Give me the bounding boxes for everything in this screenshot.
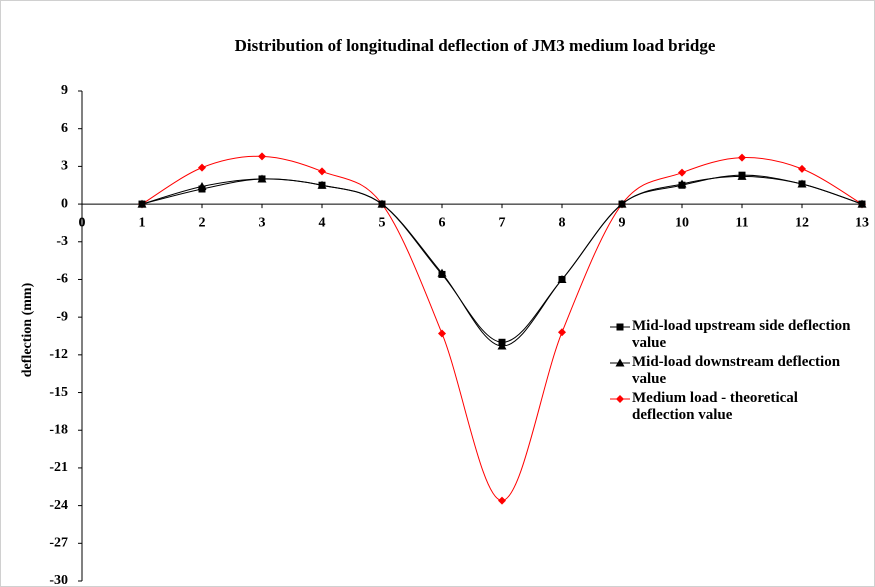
- y-tick-label: 6: [61, 121, 68, 136]
- legend-entry: Mid-load upstream side deflection value: [608, 318, 858, 352]
- legend-entry: Medium load - theoretical deflection val…: [608, 390, 858, 424]
- legend-swatch: [610, 323, 630, 331]
- marker: [498, 338, 506, 346]
- x-tick-label: 7: [499, 215, 506, 230]
- x-tick-label: 11: [735, 215, 748, 230]
- y-axis-label: deflection (mm): [20, 282, 35, 377]
- marker: [318, 167, 326, 176]
- marker: [738, 153, 746, 162]
- y-tick-label: -3: [56, 234, 68, 249]
- x-tick-label: 10: [675, 215, 689, 230]
- x-tick-label: 6: [439, 215, 446, 230]
- marker: [138, 200, 146, 208]
- legend-label: Medium load - theoretical deflection val…: [632, 390, 798, 423]
- marker: [438, 329, 446, 338]
- x-tick-label: 4: [319, 215, 326, 230]
- y-tick-label: -15: [49, 385, 68, 400]
- marker: [558, 328, 566, 337]
- y-tick-label: -21: [49, 460, 68, 475]
- x-tick-label: 13: [855, 215, 869, 230]
- marker: [618, 200, 626, 208]
- marker: [738, 171, 746, 179]
- marker: [258, 175, 266, 183]
- legend-entry: Mid-load downstream deflection value: [608, 354, 858, 388]
- x-tick-label: 12: [795, 215, 809, 230]
- marker: [198, 163, 206, 172]
- y-tick-label: 0: [61, 196, 68, 211]
- y-tick-label: -24: [49, 498, 68, 513]
- y-tick-label: -18: [49, 422, 68, 437]
- x-tick-label: 3: [259, 215, 266, 230]
- legend-swatch: [610, 358, 630, 367]
- legend: Mid-load upstream side deflection value M…: [608, 318, 858, 426]
- marker: [438, 270, 446, 278]
- y-tick-label: -27: [49, 536, 68, 551]
- marker: [798, 180, 806, 188]
- marker: [615, 358, 625, 367]
- marker: [678, 181, 686, 189]
- marker: [378, 200, 386, 208]
- marker: [318, 181, 326, 189]
- x-tick-label: 0: [79, 215, 86, 230]
- marker: [198, 185, 206, 193]
- y-tick-label: -6: [56, 272, 68, 287]
- legend-label: Mid-load upstream side deflection value: [632, 318, 851, 351]
- marker: [558, 275, 566, 283]
- legend-label: Mid-load downstream deflection value: [632, 354, 841, 387]
- y-tick-label: -9: [56, 309, 68, 324]
- y-tick-label: 9: [61, 83, 68, 98]
- x-tick-label: 2: [199, 215, 206, 230]
- marker: [798, 164, 806, 173]
- legend-swatch: [610, 395, 630, 403]
- marker: [678, 168, 686, 177]
- y-tick-label: -12: [49, 347, 68, 362]
- marker: [616, 395, 624, 403]
- marker: [616, 323, 624, 331]
- marker: [858, 200, 866, 208]
- marker: [498, 496, 506, 505]
- y-tick-label: 3: [61, 159, 68, 174]
- y-tick-label: -30: [49, 573, 68, 587]
- x-tick-label: 8: [559, 215, 566, 230]
- marker: [258, 152, 266, 161]
- x-tick-label: 5: [379, 215, 386, 230]
- chart-title: Distribution of longitudinal deflection …: [235, 36, 716, 55]
- x-tick-label: 9: [619, 215, 626, 230]
- x-tick-label: 1: [139, 215, 146, 230]
